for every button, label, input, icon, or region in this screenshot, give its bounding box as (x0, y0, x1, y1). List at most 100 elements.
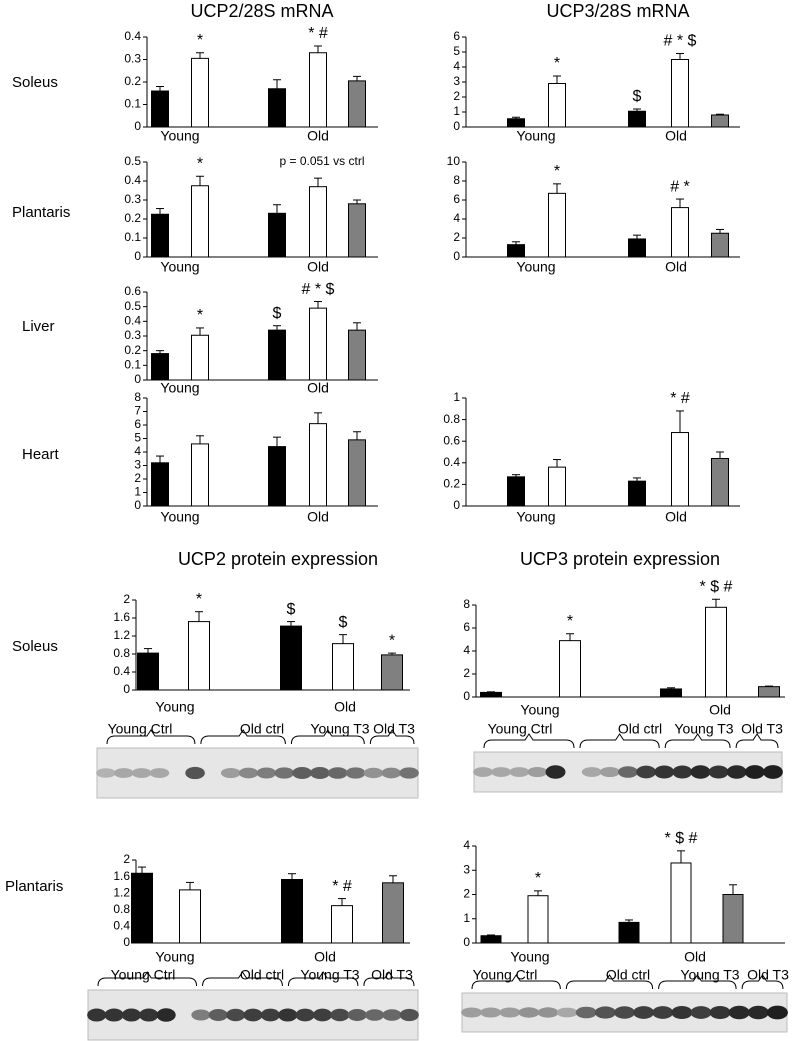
y-tick-label: 2 (453, 230, 460, 244)
blot-band (274, 767, 295, 779)
y-tick-label: 6 (453, 192, 460, 206)
significance-mark: * $ # (700, 578, 733, 595)
group-label: Old (709, 702, 731, 718)
y-tick-label: 0.4 (113, 919, 130, 933)
blot-band (654, 765, 675, 779)
bar (628, 110, 646, 128)
significance-mark: * (196, 591, 202, 608)
y-tick-label: 0 (134, 249, 141, 263)
blot-band (672, 765, 693, 779)
blot-band (381, 767, 402, 779)
blot-band (399, 1008, 419, 1022)
y-tick-label: 0 (453, 119, 460, 133)
y-tick-label: 2 (123, 852, 130, 866)
blot-band (345, 767, 366, 779)
bar (548, 192, 566, 258)
blot-band (382, 1009, 402, 1021)
y-tick-label: 0.5 (124, 154, 141, 168)
significance-mark: # * (670, 178, 690, 195)
y-tick-label: 4 (463, 643, 470, 657)
y-tick-label: 2 (463, 887, 470, 901)
bar (268, 446, 286, 507)
significance-mark: * (567, 613, 573, 630)
bar (711, 232, 729, 258)
y-tick-label: 0 (463, 935, 470, 949)
blot-band (766, 1005, 788, 1020)
blot-band (636, 765, 657, 779)
bar (671, 59, 689, 128)
bar (660, 688, 682, 698)
bracket (106, 729, 196, 745)
bracket (664, 733, 731, 749)
bracket (97, 971, 198, 987)
blot-band (256, 767, 277, 779)
significance-mark: * (554, 55, 560, 72)
y-tick-label: 6 (134, 417, 141, 431)
group-label: Old (684, 949, 706, 965)
y-tick-label: 0 (123, 935, 130, 949)
y-tick-label: 0 (134, 372, 141, 386)
blot-band (473, 767, 494, 777)
bar (381, 654, 403, 691)
blot-label: Old ctrl (618, 721, 662, 737)
bar (507, 118, 525, 128)
bar (618, 921, 640, 944)
bar (670, 862, 692, 944)
significance-mark: * (197, 32, 203, 49)
bar (711, 114, 729, 128)
blot-band (690, 1006, 712, 1019)
blot-band (149, 768, 170, 778)
y-tick-label: 0.1 (124, 230, 141, 244)
bar (527, 895, 549, 944)
y-tick-label: 0.2 (443, 477, 460, 491)
y-tick-label: 0 (453, 498, 460, 512)
bar (628, 238, 646, 258)
y-tick-label: 0.3 (124, 52, 141, 66)
y-tick-label: 6 (453, 29, 460, 43)
y-tick-label: 0.4 (113, 664, 130, 678)
blot-band (708, 765, 729, 779)
y-tick-label: 1 (134, 485, 141, 499)
bar (722, 894, 744, 944)
bar (309, 423, 327, 507)
bar (309, 52, 327, 128)
y-tick-label: 10 (447, 154, 461, 168)
blot-band (156, 1008, 176, 1022)
row-label: Heart (22, 446, 60, 463)
significance-mark: * $ # (665, 830, 698, 847)
blot-label: Old T3 (741, 721, 783, 737)
blot-band (104, 1008, 124, 1022)
significance-mark: * (197, 155, 203, 172)
bar (131, 872, 153, 944)
blot-label: Young T3 (300, 967, 359, 983)
bracket (565, 974, 654, 990)
blot-band (762, 765, 783, 779)
blot-band (191, 1009, 211, 1021)
y-tick-label: 0.6 (124, 284, 141, 298)
bar (348, 439, 366, 507)
group-label: Old (307, 128, 329, 144)
bar (151, 213, 169, 258)
blot-band (121, 1008, 141, 1022)
bracket (579, 733, 660, 749)
blot-band (87, 1008, 107, 1022)
bar (559, 640, 581, 698)
bar (191, 334, 209, 381)
blot-band (594, 1006, 616, 1019)
y-tick-label: 0.2 (124, 74, 141, 88)
y-tick-label: 0 (123, 682, 130, 696)
blot-band (545, 765, 566, 779)
blot-band (312, 1008, 333, 1022)
blot-band (327, 767, 348, 779)
y-tick-label: 8 (453, 173, 460, 187)
group-label: Old (307, 380, 329, 396)
row-label: Liver (22, 318, 55, 335)
bar (179, 889, 201, 944)
bar (309, 186, 327, 258)
y-tick-label: 0.5 (124, 299, 141, 313)
y-tick-label: 4 (453, 211, 460, 225)
bar (280, 625, 302, 691)
blot-band (633, 1006, 655, 1019)
bar (348, 203, 366, 258)
